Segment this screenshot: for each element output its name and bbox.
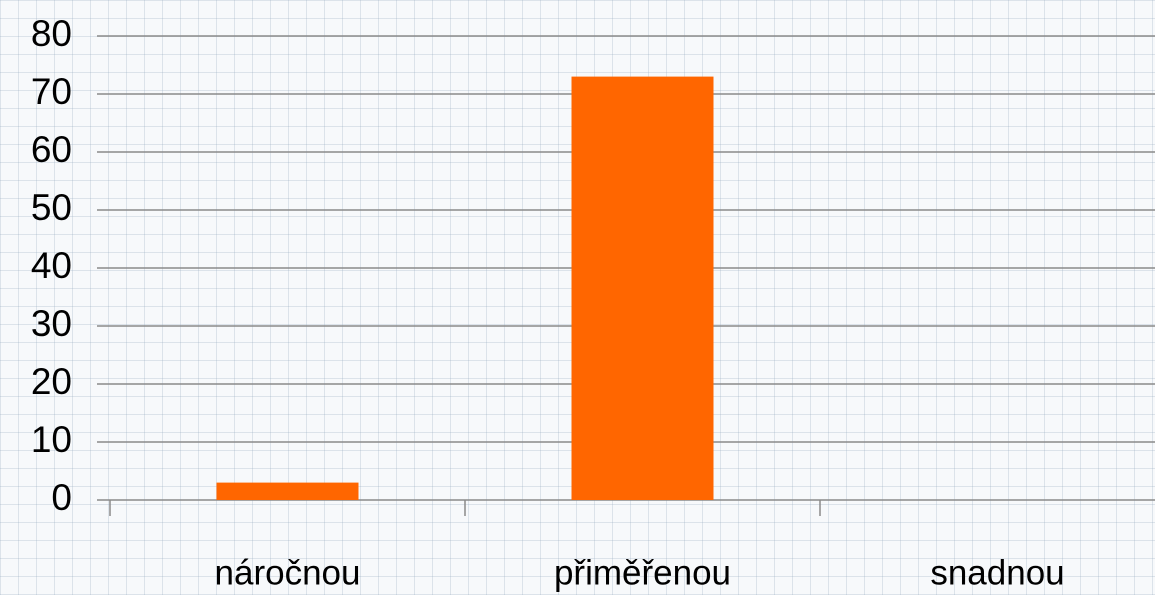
bar [216, 482, 359, 500]
y-tick-label: 20 [31, 361, 72, 402]
y-tick-label: 70 [31, 71, 72, 112]
y-tick-label: 0 [51, 477, 72, 518]
x-tick-label: přiměřenou [554, 553, 731, 592]
y-tick-label: 30 [31, 303, 72, 344]
y-tick-label: 80 [31, 13, 72, 54]
bar [571, 76, 714, 500]
y-tick-label: 50 [31, 187, 72, 228]
x-tick-label: náročnou [215, 553, 361, 592]
y-tick-label: 60 [31, 129, 72, 170]
y-tick-label: 40 [31, 245, 72, 286]
y-tick-label: 10 [31, 419, 72, 460]
x-tick-label: snadnou [930, 553, 1064, 592]
